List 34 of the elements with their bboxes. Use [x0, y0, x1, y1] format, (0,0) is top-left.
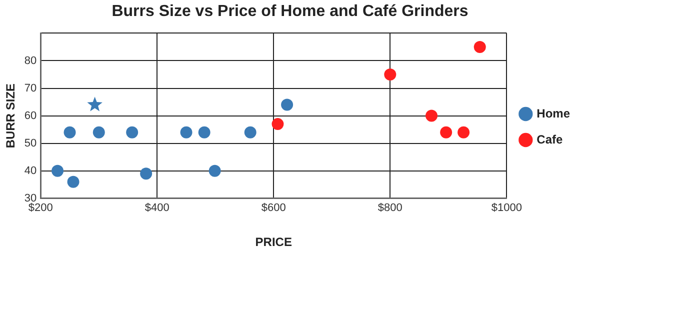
x-tick-label: $400 [144, 202, 170, 214]
y-tick-label: 80 [24, 54, 37, 67]
point [64, 126, 76, 138]
point [140, 168, 152, 180]
point [52, 164, 64, 177]
x-tick-label: $200 [28, 202, 53, 214]
x-tick-label: $600 [261, 202, 286, 214]
point [180, 126, 192, 138]
point [384, 68, 396, 80]
y-tick-label: 50 [24, 137, 37, 150]
point [426, 110, 438, 122]
legend-label: Cafe [536, 132, 563, 146]
point [198, 126, 210, 138]
chart-title: Burrs Size vs Price of Home and Café Grinders [112, 3, 468, 20]
y-tick-label: 70 [24, 82, 37, 94]
point [208, 164, 221, 177]
point [92, 126, 105, 138]
point [272, 118, 284, 130]
x-tick-label: $800 [378, 202, 402, 214]
legend-label: Home [536, 106, 570, 120]
point [474, 40, 486, 53]
point [244, 126, 256, 138]
point [87, 96, 102, 112]
point [440, 126, 452, 138]
point [281, 98, 294, 111]
point [67, 176, 80, 188]
y-axis-title: BURR SIZE [4, 83, 18, 148]
y-tick-label: 30 [24, 192, 37, 204]
y-tick-label: 60 [24, 110, 37, 122]
x-axis-title: PRICE [255, 235, 292, 250]
x-tick-label: $1000 [491, 202, 522, 214]
y-tick-label: 40 [24, 164, 37, 177]
point [458, 126, 470, 138]
point [126, 126, 138, 138]
